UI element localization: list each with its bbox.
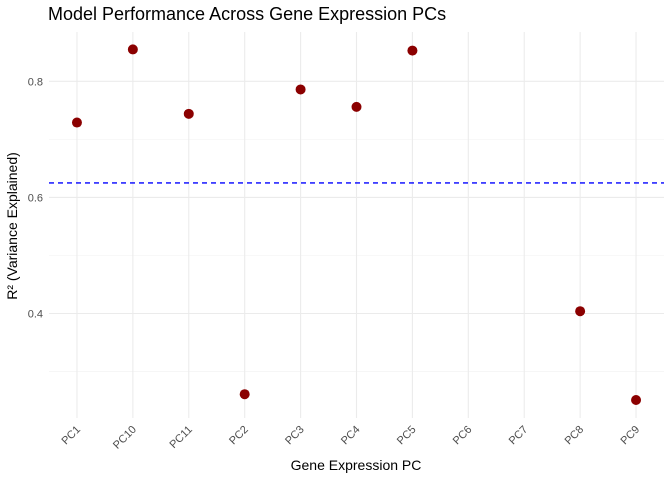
x-tick-label-pc11: PC11: [168, 424, 195, 451]
data-point-pc9: [631, 395, 642, 406]
chart-title: Model Performance Across Gene Expression…: [48, 4, 446, 24]
data-points: [71, 44, 642, 406]
y-tick-label: 0.8: [28, 76, 43, 88]
y-tick-label: 0.6: [28, 192, 43, 204]
data-point-pc1: [71, 117, 82, 128]
y-tick-label: 0.4: [28, 309, 43, 321]
x-tick-label-pc6: PC6: [451, 424, 475, 448]
x-tick-label-pc8: PC8: [563, 424, 587, 448]
data-point-pc8: [575, 306, 586, 317]
x-tick-label-pc10: PC10: [111, 424, 139, 452]
data-point-pc11: [183, 108, 194, 119]
x-tick-label-pc7: PC7: [507, 424, 531, 448]
x-tick-label-pc4: PC4: [339, 424, 363, 448]
data-point-pc2: [239, 389, 250, 400]
x-axis-title: Gene Expression PC: [291, 457, 422, 473]
x-tick-label-pc5: PC5: [395, 424, 419, 448]
y-axis-ticks: 0.4 0.6 0.8: [28, 76, 43, 320]
x-tick-label-pc9: PC9: [619, 424, 643, 448]
data-point-pc5: [407, 45, 418, 56]
data-point-pc4: [351, 101, 362, 112]
x-axis-ticks: PC1 PC10 PC11 PC2 PC3 PC4 PC5 PC6 PC7 PC8 PC9: [59, 424, 642, 452]
x-tick-label-pc2: PC2: [227, 424, 251, 448]
y-axis-title: R² (Variance Explained): [4, 152, 20, 300]
x-tick-label-pc3: PC3: [283, 424, 307, 448]
data-point-pc3: [295, 84, 306, 95]
x-tick-label-pc1: PC1: [59, 424, 83, 448]
data-point-pc10: [127, 44, 138, 55]
grid: [49, 32, 664, 418]
